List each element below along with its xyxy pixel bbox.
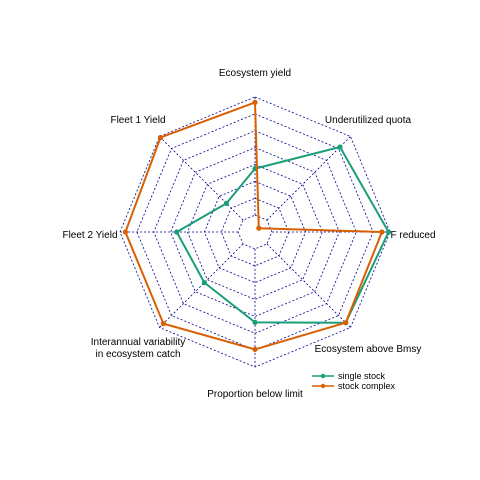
axis-label-line: Fleet 1 Yield (110, 115, 165, 126)
axis-label-line: Fleet 2 Yield (62, 230, 117, 241)
data-point (252, 319, 258, 325)
grid-spoke (266, 136, 351, 221)
legend-label: single stock (338, 371, 386, 381)
data-point (160, 321, 166, 327)
axis-label-line: F reduced (390, 230, 435, 241)
axis-label-line: Ecosystem yield (219, 68, 291, 79)
data-point (174, 229, 180, 235)
series-layer (122, 99, 392, 352)
data-point (201, 280, 207, 286)
series-line (124, 101, 383, 351)
grid-ring (187, 164, 323, 300)
grid-ring (119, 96, 391, 368)
data-point (379, 229, 385, 235)
data-point (386, 229, 392, 235)
grid-spoke (159, 136, 244, 221)
series-stock-complex (122, 99, 385, 352)
axis-labels: Ecosystem yield Underutilized quota F redu… (62, 68, 435, 400)
axis-label-line: Interannual variability (91, 337, 186, 348)
series-single-stock (174, 144, 392, 326)
grid-ring (220, 197, 290, 267)
axis-label: Fleet 2 Yield (62, 230, 117, 241)
axis-label: Fleet 1 Yield (110, 115, 165, 126)
axis-label-line: Underutilized quota (325, 115, 412, 126)
legend-swatch-point (320, 373, 326, 379)
data-point (252, 99, 258, 105)
axis-label: Interannual variability in ecosystem catc… (91, 337, 186, 360)
axis-label: F reduced (390, 230, 435, 241)
axis-label: Proportion below limit (207, 389, 303, 400)
axis-label-line: Proportion below limit (207, 389, 303, 400)
data-point (223, 200, 229, 206)
legend-swatch-point (320, 383, 326, 389)
data-point (157, 134, 164, 141)
legend-label: stock complex (338, 381, 396, 391)
data-point (252, 346, 258, 352)
data-point (256, 225, 262, 231)
grid-ring (153, 130, 357, 334)
grid-spoke (266, 243, 351, 328)
data-point (343, 320, 349, 326)
axis-label-line: in ecosystem catch (95, 349, 180, 360)
grid-ring (170, 147, 340, 317)
grid-ring (237, 214, 273, 250)
data-point (122, 229, 128, 235)
axis-label-line: Ecosystem above Bmsy (315, 344, 422, 355)
axis-label: Ecosystem above Bmsy (315, 344, 422, 355)
grid-spoke (159, 243, 244, 328)
axis-label: Ecosystem yield (219, 68, 291, 79)
axis-label: Underutilized quota (325, 115, 412, 126)
data-point (337, 144, 343, 150)
